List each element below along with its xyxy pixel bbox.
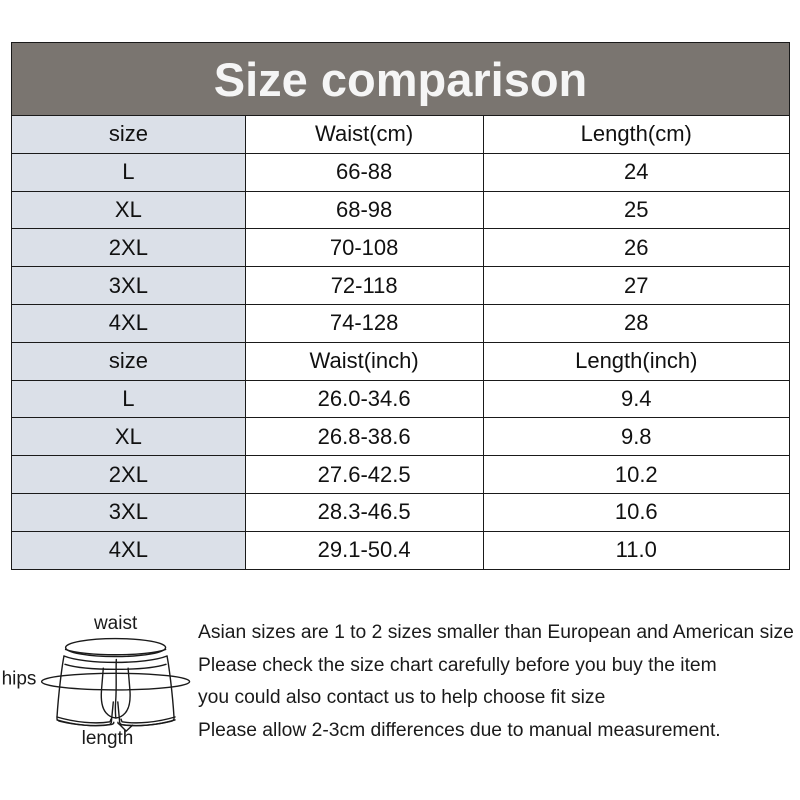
svg-text:hips: hips [2, 668, 37, 689]
svg-text:waist: waist [93, 613, 138, 634]
svg-text:length: length [82, 728, 134, 749]
